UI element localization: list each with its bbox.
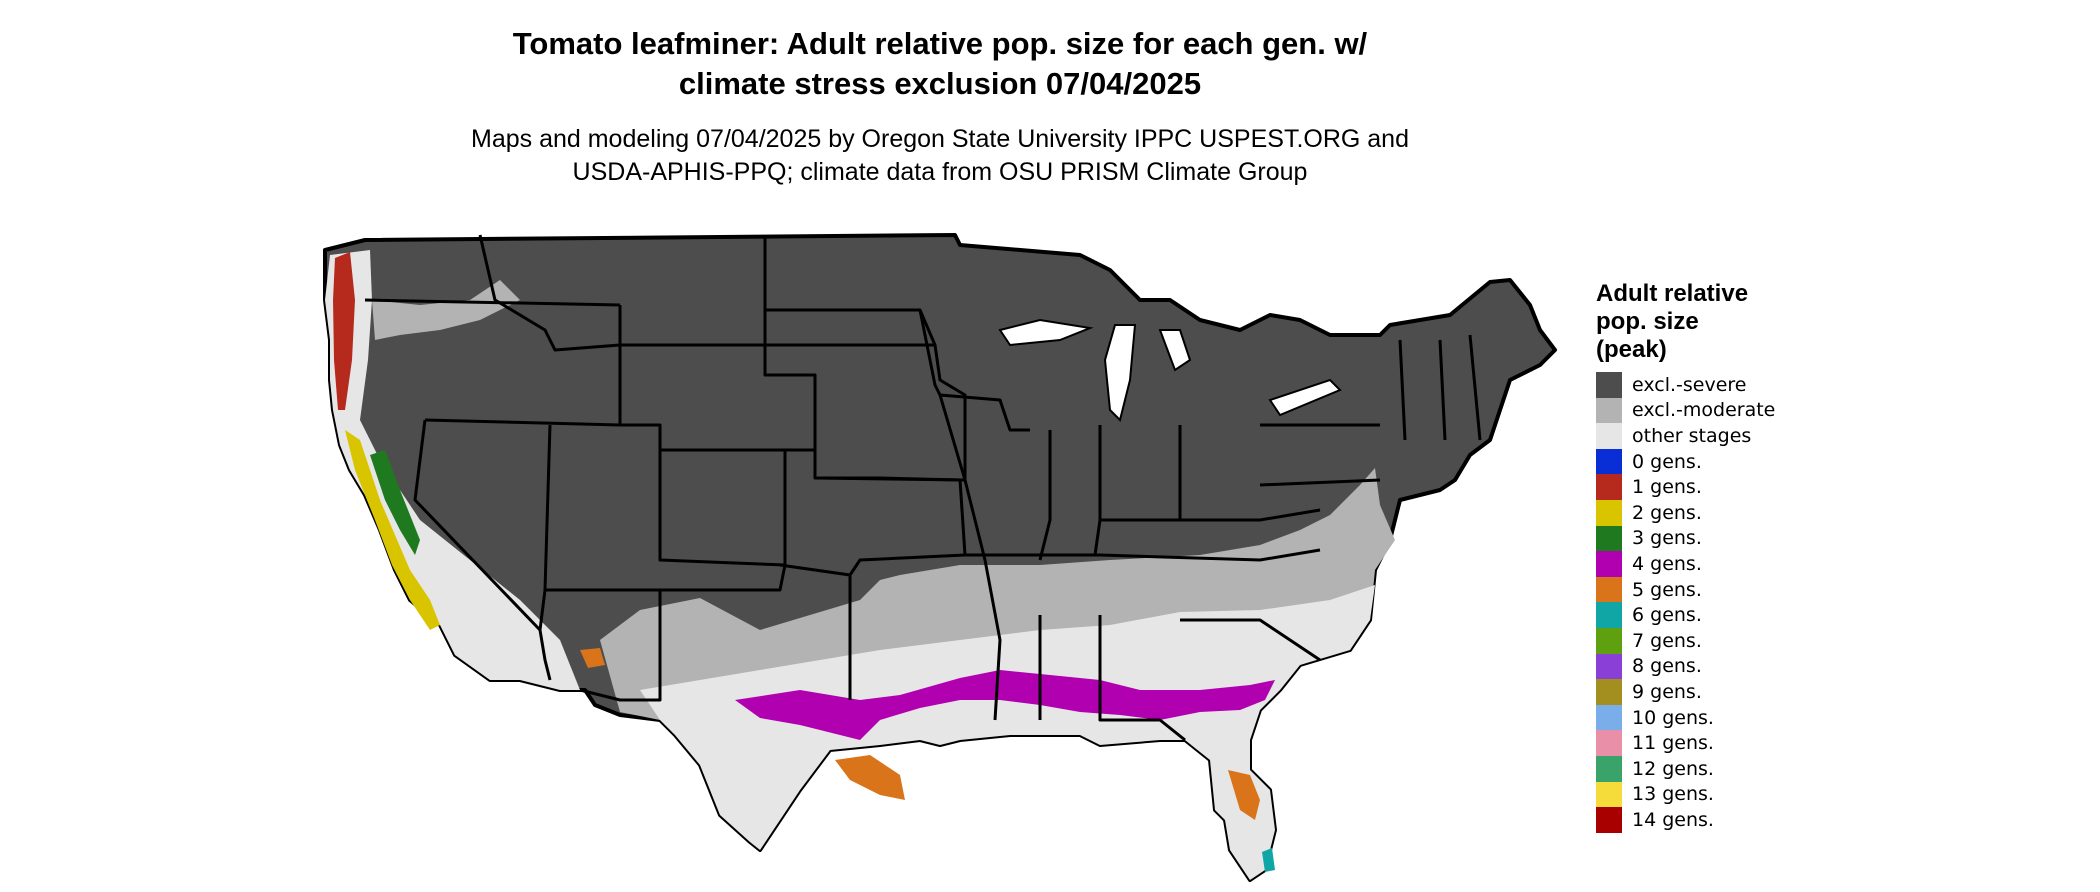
state-boundaries: [364, 234, 1482, 742]
map-subtitle: Maps and modeling 07/04/2025 by Oregon S…: [380, 123, 1500, 189]
legend-swatch: [1596, 448, 1622, 475]
legend-item: 4 gens.: [1596, 551, 1896, 577]
legend-label: 8 gens.: [1632, 655, 1702, 678]
title-line-1: Tomato leafminer: Adult relative pop. si…: [512, 26, 1368, 61]
map-title: Tomato leafminer: Adult relative pop. si…: [380, 24, 1500, 104]
legend-title-line-3: (peak): [1596, 336, 1667, 363]
legend-label: 1 gens.: [1632, 476, 1702, 499]
legend-item: 1 gens.: [1596, 474, 1896, 500]
other-stages-south: [640, 585, 1375, 880]
gen5-arizona: [580, 648, 605, 668]
legend-label: 2 gens.: [1632, 501, 1702, 524]
legend-label: 0 gens.: [1632, 450, 1702, 473]
legend-item: 0 gens.: [1596, 448, 1896, 475]
gen4-band: [735, 670, 1275, 740]
legend-item: excl.-moderate: [1596, 397, 1896, 424]
gen5-texas: [835, 755, 905, 800]
legend-swatch: [1596, 423, 1622, 449]
legend-label: excl.-moderate: [1632, 399, 1776, 422]
legend-swatch: [1596, 807, 1622, 833]
legend-label: 9 gens.: [1632, 680, 1702, 703]
legend-swatch: [1596, 576, 1622, 603]
legend-swatch: [1596, 679, 1622, 705]
legend-swatch: [1596, 397, 1622, 424]
legend-item: 3 gens.: [1596, 525, 1896, 552]
legend-label: 14 gens.: [1632, 808, 1714, 831]
gen1-strip: [333, 252, 355, 410]
legend-label: 4 gens.: [1632, 552, 1702, 575]
legend-swatch: [1596, 551, 1622, 577]
gen5-florida: [1228, 770, 1260, 820]
map-legend: Adult relative pop. size (peak) excl.-se…: [1596, 280, 1896, 833]
legend-label: other stages: [1632, 424, 1752, 447]
legend-swatch: [1596, 781, 1622, 808]
legend-swatch: [1596, 653, 1622, 680]
legend-item: 6 gens.: [1596, 602, 1896, 628]
legend-item: 12 gens.: [1596, 755, 1896, 782]
legend-item: 11 gens.: [1596, 730, 1896, 756]
legend-item: other stages: [1596, 423, 1896, 449]
legend-label: 12 gens.: [1632, 757, 1714, 780]
legend-item: 5 gens.: [1596, 576, 1896, 603]
legend-item: 10 gens.: [1596, 704, 1896, 731]
legend-swatch: [1596, 704, 1622, 731]
legend-label: 5 gens.: [1632, 578, 1702, 601]
legend-item: 7 gens.: [1596, 627, 1896, 654]
legend-title-line-2: pop. size: [1596, 308, 1699, 335]
gen3-valley: [370, 450, 420, 555]
gen2-strip: [345, 430, 440, 630]
title-line-2: climate stress exclusion 07/04/2025: [678, 66, 1202, 101]
legend-item: 2 gens.: [1596, 499, 1896, 526]
legend-item: 13 gens.: [1596, 781, 1896, 808]
legend-item: 8 gens.: [1596, 653, 1896, 680]
gen6-florida-tip: [1262, 848, 1275, 872]
legend-label: 3 gens.: [1632, 527, 1702, 550]
great-lakes: [998, 318, 1342, 422]
legend-swatch: [1596, 602, 1622, 628]
subtitle-line-1: Maps and modeling 07/04/2025 by Oregon S…: [471, 125, 1409, 153]
legend-swatch: [1596, 372, 1622, 398]
legend-label: 11 gens.: [1632, 732, 1714, 755]
legend-item: 14 gens.: [1596, 807, 1896, 833]
legend-label: 6 gens.: [1632, 604, 1702, 627]
legend-label: 13 gens.: [1632, 783, 1714, 806]
subtitle-line-2: USDA-APHIS-PPQ; climate data from OSU PR…: [572, 158, 1308, 186]
moderate-nw: [372, 280, 520, 340]
legend-label: 10 gens.: [1632, 706, 1714, 729]
legend-label: 7 gens.: [1632, 629, 1702, 652]
legend-label: excl.-severe: [1632, 373, 1747, 396]
legend-item: excl.-severe: [1596, 372, 1896, 398]
legend-swatch: [1596, 627, 1622, 654]
legend-swatch: [1596, 499, 1622, 526]
legend-item: 9 gens.: [1596, 679, 1896, 705]
legend-swatch: [1596, 474, 1622, 500]
legend-title-line-1: Adult relative: [1596, 280, 1749, 307]
legend-items: excl.-severe excl.-moderate other stages 0 …: [1596, 372, 1896, 833]
legend-swatch: [1596, 730, 1622, 756]
legend-swatch: [1596, 755, 1622, 782]
legend-swatch: [1596, 525, 1622, 552]
legend-title: Adult relative pop. size (peak): [1596, 280, 1896, 364]
us-map: [323, 233, 1557, 882]
